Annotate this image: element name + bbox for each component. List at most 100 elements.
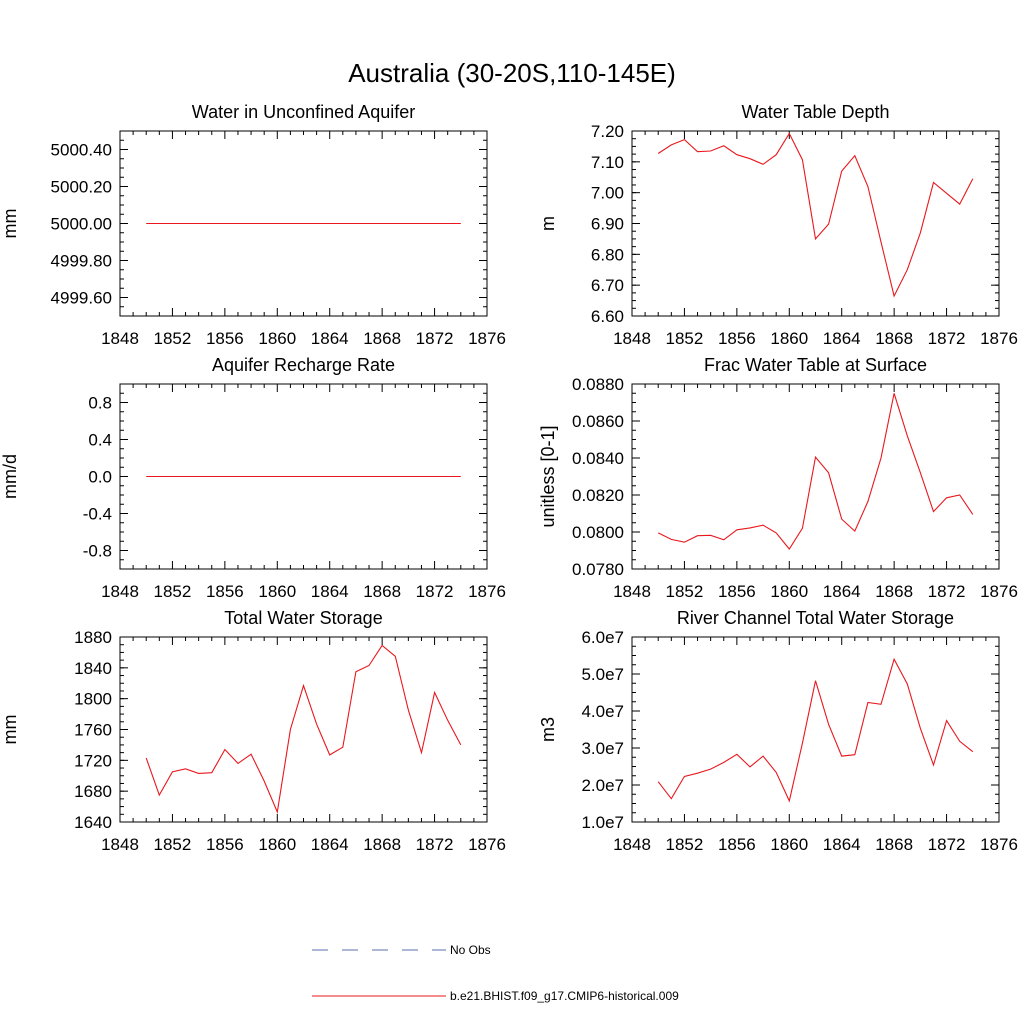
y-tick-label: 1840 [74, 659, 112, 678]
x-tick-label: 1876 [468, 582, 506, 601]
x-tick-label: 1864 [311, 582, 349, 601]
y-tick-label: 6.0e7 [581, 628, 624, 647]
x-tick-label: 1848 [101, 835, 139, 854]
legend-label-2: b.e21.BHIST.f09_g17.CMIP6-historical.009 [450, 989, 679, 1003]
x-tick-label: 1876 [980, 582, 1018, 601]
panel-2: Water Table Depth 1848 1852 1856 1860 1864 186… [538, 102, 1018, 348]
series-line [657, 132, 974, 298]
panels: Water in Unconfined Aquifer 1848 1852 1856 1… [0, 102, 1018, 854]
y-axis-label: mm/d [0, 454, 20, 499]
y-tick-label: 0.0780 [572, 560, 624, 579]
y-tick-label: 0.0840 [572, 449, 624, 468]
x-tick-label: 1856 [718, 582, 756, 601]
x-tick-label: 1860 [258, 582, 296, 601]
plot-frame [631, 130, 1000, 317]
y-tick-label: 1800 [74, 690, 112, 709]
x-tick-label: 1848 [613, 582, 651, 601]
panel-5: Total Water Storage 1848 1852 1856 1860 1864 1… [0, 608, 506, 854]
x-tick-label: 1856 [718, 329, 756, 348]
y-tick-label: 1720 [74, 751, 112, 770]
x-tick-label: 1872 [416, 329, 454, 348]
x-tick-label: 1872 [928, 835, 966, 854]
series-line [657, 657, 974, 803]
x-tick-label: 1848 [101, 329, 139, 348]
y-tick-label: 0.0820 [572, 486, 624, 505]
x-tick-label: 1860 [770, 329, 808, 348]
x-tick-label: 1852 [666, 835, 704, 854]
x-tick-label: 1872 [928, 329, 966, 348]
x-tick-label: 1848 [613, 329, 651, 348]
y-tick-label: 7.20 [591, 122, 624, 141]
y-tick-label: 0.0860 [572, 412, 624, 431]
y-tick-label: 7.00 [591, 184, 624, 203]
x-tick-label: 1868 [363, 329, 401, 348]
x-tick-label: 1864 [311, 329, 349, 348]
x-tick-label: 1864 [823, 329, 861, 348]
x-tick-label: 1856 [206, 329, 244, 348]
x-tick-label: 1868 [363, 835, 401, 854]
x-tick-label: 1852 [154, 329, 192, 348]
x-tick-label: 1864 [823, 582, 861, 601]
x-tick-label: 1856 [206, 582, 244, 601]
panel-4: Frac Water Table at Surface 1848 1852 1856 1… [538, 355, 1018, 601]
panel-1: Water in Unconfined Aquifer 1848 1852 1856 1… [0, 102, 506, 348]
x-tick-label: 1852 [154, 582, 192, 601]
y-tick-label: 1.0e7 [581, 813, 624, 832]
series-line [657, 393, 974, 550]
panel-title: River Channel Total Water Storage [677, 608, 954, 628]
panel-title: Water in Unconfined Aquifer [192, 102, 415, 122]
x-tick-label: 1868 [875, 582, 913, 601]
legend: No Obs b.e21.BHIST.f09_g17.CMIP6-historic… [312, 943, 679, 1003]
y-axis-label: mm [0, 715, 20, 745]
x-tick-label: 1852 [666, 582, 704, 601]
x-tick-label: 1848 [613, 835, 651, 854]
x-tick-label: 1868 [875, 329, 913, 348]
panel-title: Total Water Storage [224, 608, 382, 628]
x-tick-label: 1868 [363, 582, 401, 601]
y-tick-label: 6.90 [591, 215, 624, 234]
y-tick-label: 7.10 [591, 153, 624, 172]
figure-title: Australia (30-20S,110-145E) [348, 58, 676, 88]
y-tick-label: -0.4 [83, 505, 112, 524]
y-tick-label: 1880 [74, 628, 112, 647]
y-axis-label: unitless [0-1] [538, 425, 558, 527]
x-tick-label: 1856 [718, 835, 756, 854]
y-tick-label: 0.0800 [572, 523, 624, 542]
y-axis-label: mm [0, 209, 20, 239]
y-tick-label: 5000.40 [51, 141, 112, 160]
x-tick-label: 1852 [666, 329, 704, 348]
y-axis-label: m [538, 216, 558, 231]
y-tick-label: 5000.00 [51, 215, 112, 234]
x-tick-label: 1868 [875, 835, 913, 854]
series-line [145, 644, 462, 814]
legend-label-1: No Obs [450, 943, 491, 957]
y-tick-label: 0.8 [88, 394, 112, 413]
x-tick-label: 1872 [416, 835, 454, 854]
x-tick-label: 1876 [468, 835, 506, 854]
panel-title: Aquifer Recharge Rate [212, 355, 395, 375]
y-tick-label: 4999.60 [51, 289, 112, 308]
x-tick-label: 1856 [206, 835, 244, 854]
y-tick-label: 0.0 [88, 468, 112, 487]
y-tick-label: 4999.80 [51, 252, 112, 271]
x-tick-label: 1864 [823, 835, 861, 854]
y-tick-label: 2.0e7 [581, 776, 624, 795]
x-tick-label: 1860 [258, 329, 296, 348]
y-tick-label: 1680 [74, 782, 112, 801]
x-tick-label: 1876 [980, 329, 1018, 348]
y-tick-label: 1760 [74, 721, 112, 740]
x-tick-label: 1864 [311, 835, 349, 854]
panel-3: Aquifer Recharge Rate 1848 1852 1856 1860 186… [0, 355, 506, 601]
x-tick-label: 1860 [258, 835, 296, 854]
y-tick-label: 5000.20 [51, 178, 112, 197]
y-tick-label: 1640 [74, 813, 112, 832]
plot-frame [119, 636, 488, 823]
panel-6: River Channel Total Water Storage 1848 185… [538, 608, 1018, 854]
x-tick-label: 1872 [416, 582, 454, 601]
y-tick-label: 6.70 [591, 276, 624, 295]
x-tick-label: 1876 [980, 835, 1018, 854]
panel-title: Frac Water Table at Surface [704, 355, 927, 375]
y-axis-label: m3 [538, 717, 558, 742]
x-tick-label: 1872 [928, 582, 966, 601]
